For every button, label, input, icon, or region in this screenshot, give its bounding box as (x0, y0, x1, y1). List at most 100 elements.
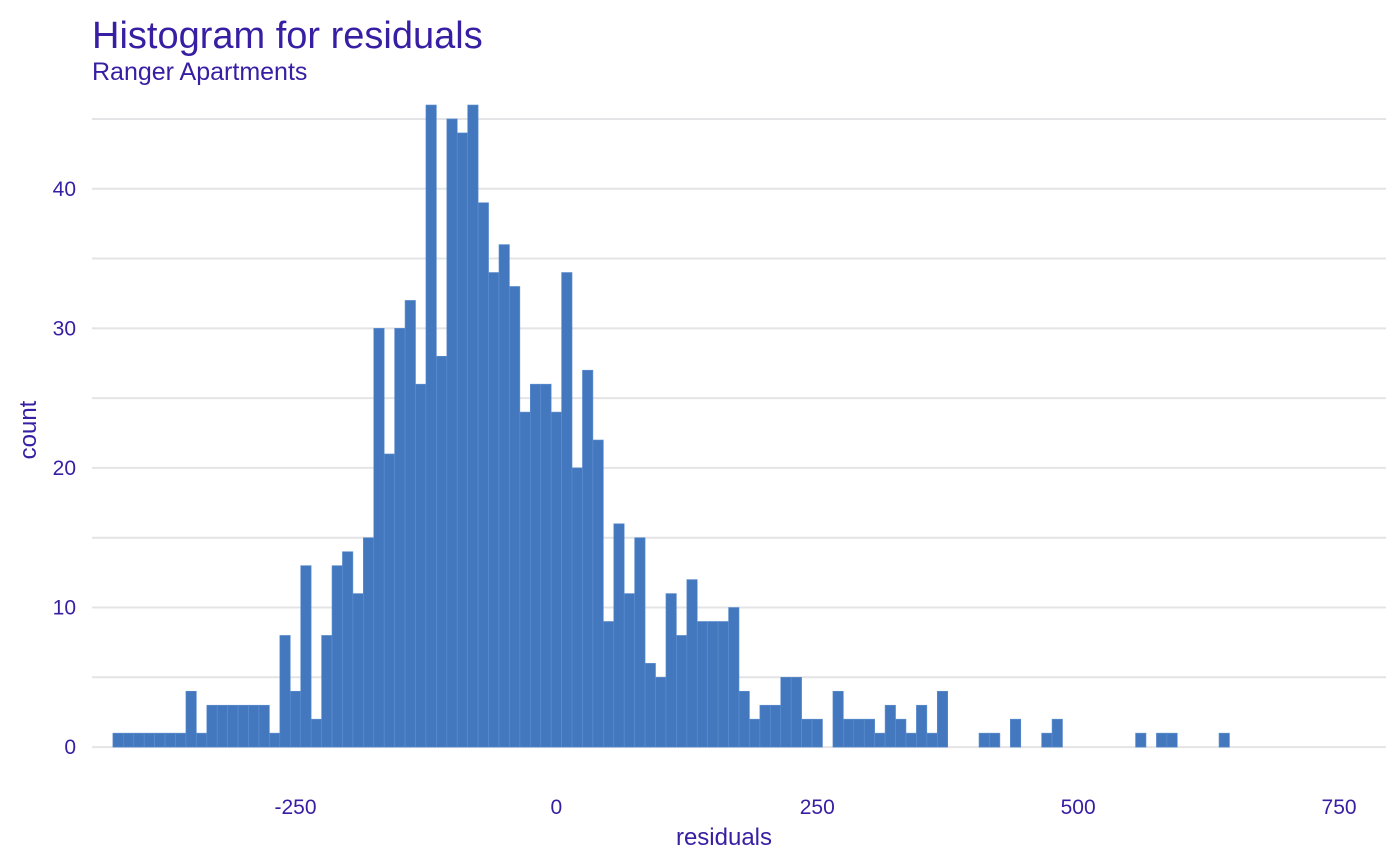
histogram-bar (738, 690, 750, 748)
histogram-bar (1010, 718, 1022, 748)
histogram-bar (404, 300, 416, 748)
histogram-bar (790, 677, 802, 748)
histogram-bar (884, 704, 896, 748)
histogram-bar (696, 621, 708, 748)
histogram-bar (300, 565, 312, 748)
x-tick-label: 250 (800, 796, 835, 819)
y-tick-label: 0 (64, 736, 76, 759)
x-axis-ticks: -250 0 250 500 750 (274, 796, 1356, 819)
histogram-bar (895, 718, 907, 748)
x-tick-label: 750 (1322, 796, 1357, 819)
histogram-bar (550, 411, 562, 748)
histogram-bar (801, 718, 813, 748)
x-tick-label: 500 (1061, 796, 1096, 819)
histogram-bar (634, 537, 646, 748)
y-axis-title: count (15, 400, 42, 459)
histogram-bar (237, 704, 249, 748)
histogram-bar (467, 104, 479, 748)
histogram-bar (321, 635, 333, 748)
histogram-bar (1218, 732, 1230, 748)
histogram-bar (415, 383, 427, 748)
histogram-bars (112, 104, 1230, 748)
histogram-bar (248, 704, 260, 748)
histogram-bar (196, 732, 208, 748)
histogram-bar (331, 565, 343, 748)
y-tick-label: 30 (53, 317, 76, 340)
histogram-bar (1135, 732, 1147, 748)
histogram-bar (425, 104, 437, 748)
histogram-bar (154, 732, 166, 748)
histogram-bar (749, 718, 761, 748)
histogram-bar (310, 718, 322, 748)
histogram-bar (258, 704, 270, 748)
histogram-bar (1041, 732, 1053, 748)
histogram-bar (206, 704, 218, 748)
histogram-bar (853, 718, 865, 748)
histogram-bar (759, 704, 771, 748)
histogram-bar (342, 551, 354, 748)
histogram-bar (436, 355, 448, 748)
histogram-bar (509, 286, 521, 748)
y-tick-label: 40 (53, 178, 76, 201)
histogram-bar (175, 732, 187, 748)
histogram-bar (874, 732, 886, 748)
x-axis-title: residuals (676, 824, 772, 851)
histogram-bar (623, 593, 635, 748)
histogram-bar (603, 621, 615, 748)
histogram-bar (269, 732, 281, 748)
histogram-bar (989, 732, 1001, 748)
histogram-bar (582, 369, 594, 748)
histogram-bar (123, 732, 135, 748)
histogram-bar (185, 690, 197, 748)
histogram-bar (811, 718, 823, 748)
histogram-bar (916, 704, 928, 748)
histogram-bar (863, 718, 875, 748)
histogram-bar (227, 704, 239, 748)
histogram-bar (279, 635, 291, 748)
chart-title: Histogram for residuals (92, 15, 483, 57)
histogram-bar (143, 732, 155, 748)
y-tick-label: 20 (53, 457, 76, 480)
histogram-bar (363, 537, 375, 748)
histogram-bar (613, 523, 625, 748)
histogram-bar (676, 635, 688, 748)
histogram-bar (905, 732, 917, 748)
x-tick-label: 0 (551, 796, 563, 819)
histogram-bar (477, 202, 489, 748)
histogram-bar (978, 732, 990, 748)
histogram-bar (728, 607, 740, 748)
histogram-bar (561, 272, 573, 748)
chart-subtitle: Ranger Apartments (92, 58, 307, 86)
histogram-bar (216, 704, 228, 748)
histogram-bar (352, 593, 364, 748)
histogram-bar (498, 244, 510, 748)
y-axis-ticks: 0 10 20 30 40 (53, 178, 76, 759)
histogram-bar (936, 690, 949, 748)
histogram-bar (655, 677, 667, 748)
histogram-bar (133, 732, 145, 748)
histogram-bar (394, 328, 406, 748)
histogram-bar (832, 690, 844, 748)
histogram-bar (289, 690, 302, 748)
histogram-bar (164, 732, 176, 748)
histogram-bar (644, 663, 656, 748)
histogram-bar (1051, 718, 1063, 748)
histogram-bar (529, 383, 542, 748)
histogram-bar (665, 593, 677, 748)
histogram-bar (780, 677, 792, 748)
histogram-bar (592, 439, 604, 748)
histogram-bar (717, 621, 729, 748)
histogram-bar (926, 732, 938, 748)
histogram-bar (1156, 732, 1168, 748)
histogram-bar (1166, 732, 1178, 748)
histogram-bar (707, 621, 719, 748)
histogram-bar (112, 732, 124, 748)
histogram-bar (488, 272, 500, 748)
histogram-bar (373, 328, 385, 748)
histogram-bar (456, 132, 468, 748)
histogram-bar (540, 383, 552, 748)
x-tick-label: -250 (274, 796, 316, 819)
histogram-bar (383, 453, 395, 748)
y-tick-label: 10 (53, 597, 76, 620)
